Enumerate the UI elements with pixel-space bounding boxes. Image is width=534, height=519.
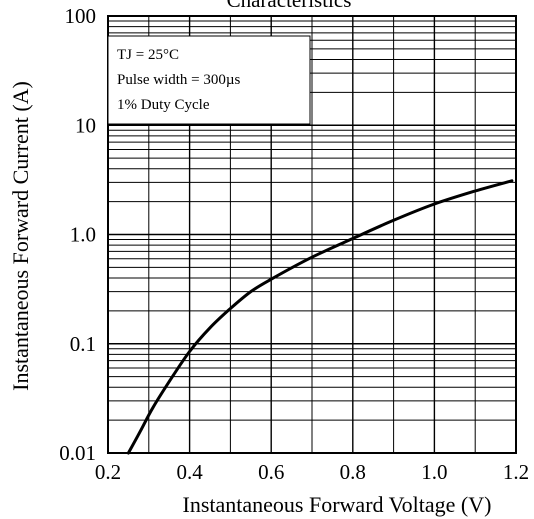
annotation-line-temp: TJ = 25°C — [117, 47, 179, 63]
chart-title: Characteristics — [227, 0, 352, 12]
annotation-box: TJ = 25°C Pulse width = 300µs 1% Duty Cy… — [107, 35, 311, 125]
x-axis-label: Instantaneous Forward Voltage (V) — [183, 492, 492, 517]
y-tick-label: 100 — [65, 4, 97, 28]
annotation-line-pulse: Pulse width = 300µs — [117, 72, 241, 88]
y-tick-label: 0.1 — [70, 332, 96, 356]
x-tick-label: 0.2 — [95, 460, 121, 484]
y-tick-label: 0.01 — [59, 441, 96, 465]
y-tick-labels: 0.01 0.1 1.0 10 100 — [59, 4, 96, 465]
forward-current-curve — [126, 179, 514, 455]
x-tick-label: 1.2 — [503, 460, 529, 484]
x-tick-label: 0.6 — [258, 460, 284, 484]
y-tick-label: 10 — [75, 113, 96, 137]
x-tick-label: 0.4 — [176, 460, 203, 484]
plot-frame — [107, 15, 517, 454]
x-tick-label: 0.8 — [340, 460, 366, 484]
x-tick-label: 1.0 — [421, 460, 447, 484]
annotation-line-duty: 1% Duty Cycle — [117, 97, 210, 113]
y-tick-label: 1.0 — [70, 223, 96, 247]
x-tick-labels: 0.2 0.4 0.6 0.8 1.0 1.2 — [95, 460, 529, 484]
y-axis-label: Instantaneous Forward Current (A) — [8, 81, 33, 391]
